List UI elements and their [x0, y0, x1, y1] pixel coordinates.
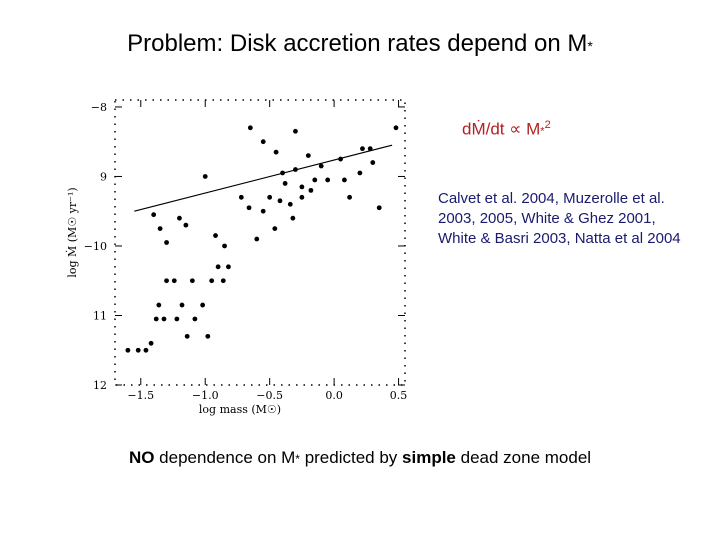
data-point — [226, 264, 231, 270]
data-point — [260, 139, 266, 145]
conclusion-text: NO dependence on M* predicted by simple … — [0, 448, 720, 468]
data-point — [205, 333, 211, 339]
x-tick-label: −1.5 — [127, 389, 154, 402]
data-point — [202, 174, 208, 179]
data-point — [293, 167, 298, 172]
data-point — [125, 347, 131, 353]
data-point — [272, 226, 278, 231]
data-point — [338, 156, 343, 162]
data-point — [192, 316, 198, 322]
slide-title-subscript: * — [587, 38, 593, 54]
y-tick-label: 12 — [93, 379, 107, 392]
data-point — [220, 278, 226, 284]
data-point — [277, 198, 283, 204]
data-point — [347, 194, 352, 200]
data-point — [157, 226, 163, 231]
data-point — [376, 205, 382, 211]
x-axis-label: log mass (M☉) — [199, 403, 281, 416]
data-point — [342, 177, 347, 183]
data-point — [254, 236, 260, 242]
data-point — [200, 302, 206, 308]
data-point — [325, 177, 331, 183]
data-point — [215, 264, 221, 270]
y-axis-label: log Ṁ (M☉ yr⁻¹) — [65, 187, 79, 277]
conclusion-part1: dependence on M — [154, 448, 296, 467]
data-point — [370, 160, 376, 165]
data-point — [161, 316, 167, 322]
formula-lhs: dṀ/dt ∝ M — [462, 119, 541, 139]
formula-exponent: 2 — [544, 119, 551, 131]
data-point — [299, 184, 305, 190]
data-point — [179, 302, 185, 308]
data-point — [222, 243, 227, 249]
data-point — [151, 212, 157, 218]
data-point — [299, 194, 305, 200]
data-point — [305, 153, 311, 159]
y-tick-label: 11 — [93, 309, 107, 322]
references-text: Calvet et al. 2004, Muzerolle et al. 200… — [438, 190, 681, 247]
data-point — [164, 240, 169, 245]
data-point — [287, 201, 293, 207]
conclusion-subscript: * — [295, 452, 300, 466]
data-point — [177, 215, 182, 221]
fit-line — [134, 144, 393, 212]
data-point — [174, 316, 180, 322]
y-tick-label: 9 — [100, 170, 107, 183]
data-point — [143, 347, 149, 353]
data-point — [357, 170, 363, 176]
conclusion-part2: predicted by — [299, 448, 403, 467]
conclusion-bold-no: NO — [128, 448, 155, 467]
data-point — [308, 187, 314, 193]
slide-title: Problem: Disk accretion rates depend on … — [0, 30, 720, 58]
x-tick-label: −1.0 — [192, 389, 219, 402]
data-point — [238, 194, 244, 200]
x-tick-label: 0.5 — [390, 389, 408, 402]
x-tick-label: −0.5 — [256, 389, 283, 402]
data-point — [156, 302, 162, 308]
data-point — [213, 233, 218, 238]
data-point — [290, 215, 296, 221]
formula-subscript: * — [540, 125, 545, 138]
data-point — [183, 222, 189, 228]
data-point — [184, 333, 190, 339]
data-point — [293, 128, 298, 134]
data-point — [312, 177, 318, 183]
data-point — [171, 278, 177, 284]
scatter-chart: −1.5 −1.0 −0.5 0.0 0.5 −8 9 −10 11 12 log mass (M☉… — [65, 99, 408, 416]
scaling-formula: dṀ/dt ∝ M*2 — [462, 119, 551, 140]
data-point — [280, 170, 285, 176]
data-point — [267, 194, 273, 200]
data-point — [273, 149, 279, 155]
conclusion-bold-simple: simple — [402, 448, 456, 467]
data-point — [189, 278, 195, 284]
data-point — [148, 340, 154, 346]
data-point — [393, 125, 399, 131]
data-point — [247, 125, 253, 131]
data-point — [260, 208, 266, 214]
plot-frame — [114, 99, 406, 386]
data-point — [164, 278, 169, 284]
slide-title-text: Problem: Disk accretion rates depend on … — [127, 30, 588, 57]
data-point — [367, 146, 373, 152]
conclusion-part3: dead zone model — [455, 448, 592, 467]
data-point — [318, 163, 324, 169]
y-tick-label: −10 — [84, 240, 107, 253]
y-tick-label: −8 — [91, 101, 107, 114]
data-point — [209, 278, 215, 284]
x-tick-label: 0.0 — [325, 389, 343, 402]
data-point — [360, 146, 365, 152]
data-point — [246, 205, 252, 211]
data-point — [135, 347, 141, 353]
data-point — [153, 316, 159, 322]
data-point — [282, 181, 288, 186]
